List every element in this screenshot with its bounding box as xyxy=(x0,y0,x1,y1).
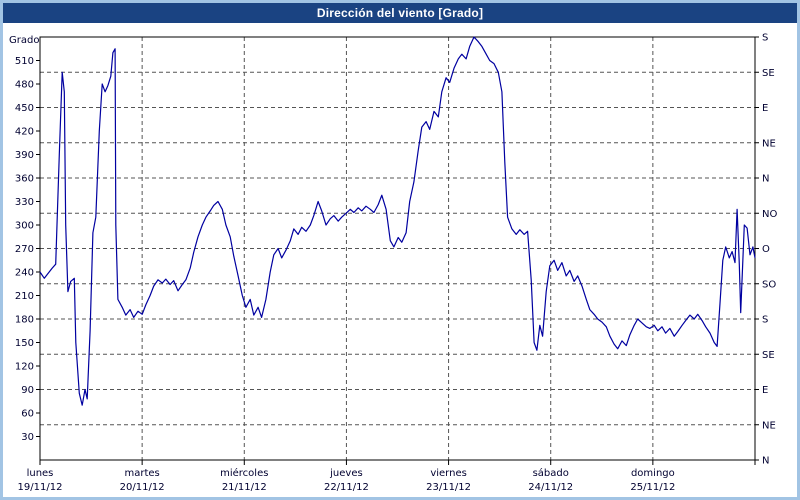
x-axis-day-label: viernes xyxy=(430,468,466,479)
chart-panel: S SE E NE N NO O SO S SE E NE N 510 480 450 420 390 360 330… xyxy=(3,23,797,497)
degree-tick-label: 150 xyxy=(15,338,34,349)
compass-tick-label: NO xyxy=(762,209,777,220)
x-axis-date-label: 21/11/12 xyxy=(222,482,267,493)
compass-tick-label: NE xyxy=(762,138,776,149)
degree-tick-label: 510 xyxy=(15,56,34,67)
x-axis-day-label: miércoles xyxy=(220,467,268,479)
x-axis-date-label: 19/11/12 xyxy=(18,482,63,493)
x-axis-day-label: domingo xyxy=(631,468,675,479)
degree-tick-label: 210 xyxy=(15,291,34,302)
plot-frame xyxy=(39,36,756,461)
degree-tick-label: 330 xyxy=(15,197,34,208)
compass-tick-label: NE xyxy=(762,420,776,431)
degree-tick-label: 390 xyxy=(15,150,34,161)
x-axis-date-label: 25/11/12 xyxy=(630,482,675,493)
degree-tick-label: 420 xyxy=(15,127,34,138)
degree-tick-label: 300 xyxy=(15,221,34,232)
degree-tick-label: 480 xyxy=(15,80,34,91)
x-axis-date-label: 20/11/12 xyxy=(120,482,165,493)
x-axis-date-label: 24/11/12 xyxy=(528,482,573,493)
degree-tick-label: 270 xyxy=(15,244,34,255)
compass-tick-label: E xyxy=(762,385,768,396)
x-axis-day-label: lunes xyxy=(27,468,54,479)
degree-tick-label: 120 xyxy=(15,362,34,373)
x-axis-day-label: martes xyxy=(125,468,160,479)
compass-tick-label: S xyxy=(762,315,768,326)
degree-tick-label: 30 xyxy=(21,432,34,443)
degree-tick-label: 360 xyxy=(15,174,34,185)
x-axis-date-label: 22/11/12 xyxy=(324,482,369,493)
degree-tick-label: 60 xyxy=(21,409,34,420)
degree-tick-label: 450 xyxy=(15,103,34,114)
wind-direction-chart: S SE E NE N NO O SO S SE E NE N 510 480 450 420 390 360 330… xyxy=(9,33,777,494)
x-axis-day-label: sábado xyxy=(533,467,569,479)
window-title: Dirección del viento [Grado] xyxy=(316,6,484,20)
compass-tick-label: E xyxy=(762,103,768,114)
degree-tick-label: 240 xyxy=(15,268,34,279)
x-axis-date-label: 23/11/12 xyxy=(426,482,471,493)
wind-direction-series xyxy=(39,36,756,406)
window-titlebar: Dirección del viento [Grado] xyxy=(3,3,797,23)
compass-tick-label: SO xyxy=(762,279,776,290)
compass-tick-label: N xyxy=(762,456,769,467)
y-axis-label: Grado xyxy=(9,35,39,46)
degree-tick-label: 180 xyxy=(15,315,34,326)
degree-tick-label: 90 xyxy=(21,385,34,396)
compass-tick-label: SE xyxy=(762,350,775,361)
compass-tick-label: O xyxy=(762,244,770,255)
x-axis-day-label: jueves xyxy=(329,468,363,479)
compass-tick-label: S xyxy=(762,33,768,44)
compass-tick-label: SE xyxy=(762,68,775,79)
compass-tick-label: N xyxy=(762,174,769,185)
